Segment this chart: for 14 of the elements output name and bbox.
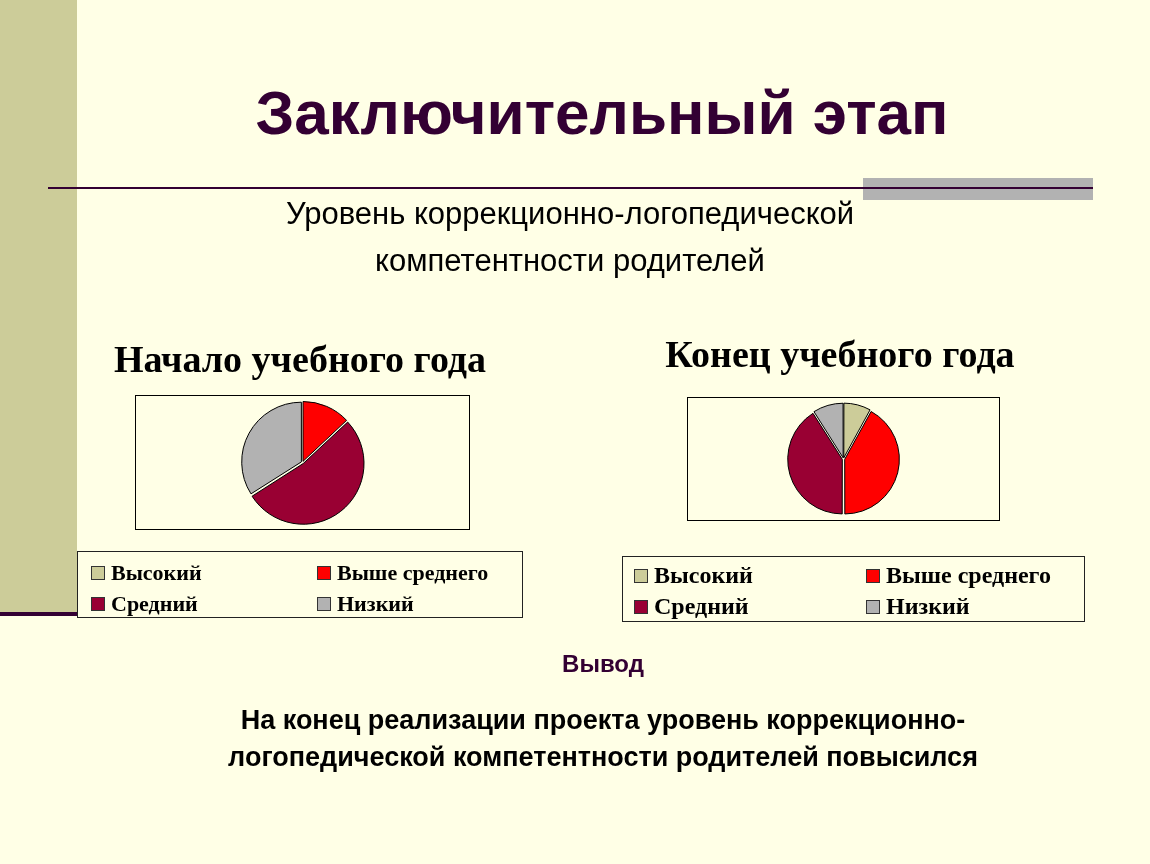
legend-label: Средний bbox=[111, 590, 198, 617]
legend-label: Высокий bbox=[111, 559, 202, 586]
text: Уровень коррекционно-логопедической компетентности родителей bbox=[284, 195, 856, 280]
text: Вывод bbox=[561, 649, 645, 679]
text: На конец реализации проекта уровень коррекционно-логопедической компетентности родителей повысился bbox=[227, 704, 979, 774]
legend-label: Низкий bbox=[886, 593, 970, 620]
legend-label: Высокий bbox=[654, 562, 753, 589]
legend-label: Выше среднего bbox=[886, 562, 1051, 589]
chart-title: Конец учебного года bbox=[664, 332, 1016, 377]
legend-label: Низкий bbox=[337, 590, 414, 617]
legend-label: Выше среднего bbox=[337, 559, 489, 586]
text: Заключительный этап bbox=[254, 78, 950, 147]
legend-label: Средний bbox=[654, 593, 749, 620]
chart-title: Начало учебного года bbox=[112, 337, 488, 382]
